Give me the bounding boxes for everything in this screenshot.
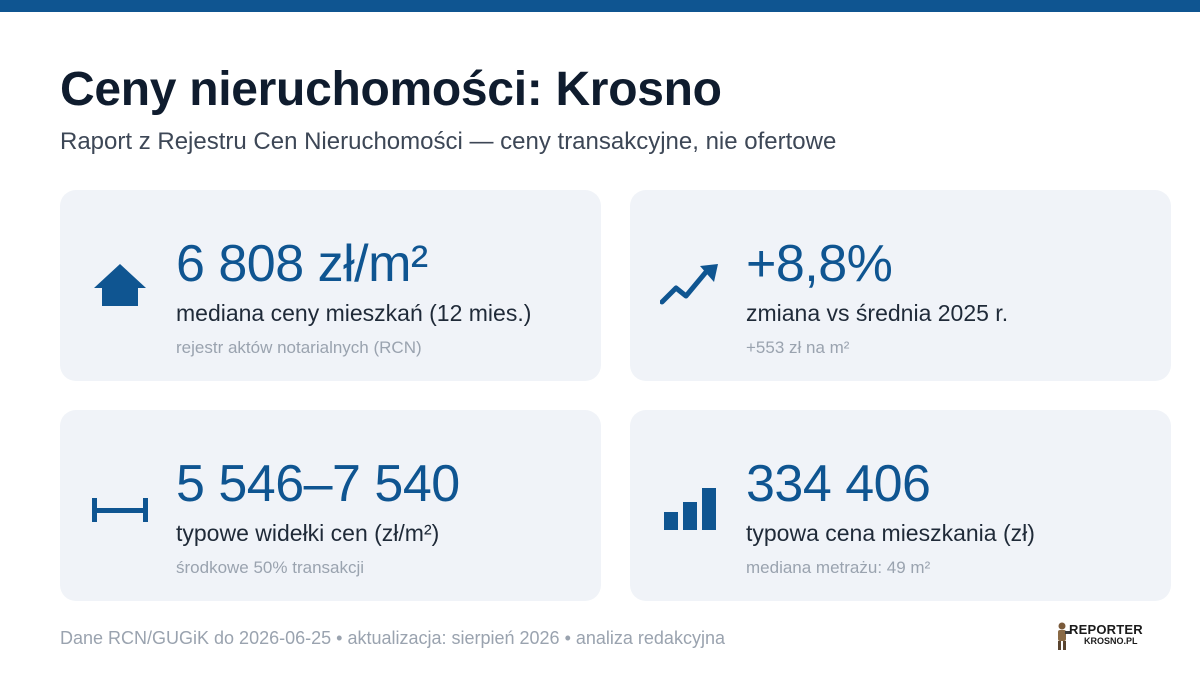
stat-note: mediana metrażu: 49 m² bbox=[746, 558, 931, 577]
footer-source: Dane RCN/GUGiK do 2026-06-25 • aktualiza… bbox=[60, 628, 725, 648]
stat-card-median-price: 6 808 zł/m² mediana ceny mieszkań (12 mi… bbox=[60, 190, 601, 381]
range-icon bbox=[90, 478, 150, 538]
page-subtitle: Raport z Rejestru Cen Nieruchomości — ce… bbox=[60, 128, 837, 155]
stat-label: typowe widełki cen (zł/m²) bbox=[176, 520, 440, 546]
stat-value: +8,8% bbox=[746, 235, 893, 293]
stat-value: 6 808 zł/m² bbox=[176, 235, 428, 293]
stat-card-price-range: 5 546–7 540 typowe widełki cen (zł/m²) ś… bbox=[60, 410, 601, 601]
house-icon bbox=[90, 258, 150, 318]
reporter-logo[interactable]: REPORTER KROSNO.PL bbox=[1054, 620, 1146, 652]
page-title: Ceny nieruchomości: Krosno bbox=[60, 63, 722, 116]
logo-subtext: KROSNO.PL bbox=[1084, 636, 1138, 646]
stat-note: rejestr aktów notarialnych (RCN) bbox=[176, 338, 422, 357]
stat-value: 5 546–7 540 bbox=[176, 455, 460, 513]
reporter-figure-icon bbox=[1054, 620, 1072, 652]
stat-card-change: +8,8% zmiana vs średnia 2025 r. +553 zł … bbox=[630, 190, 1171, 381]
stat-label: mediana ceny mieszkań (12 mies.) bbox=[176, 300, 532, 326]
stat-card-typical-price: 334 406 typowa cena mieszkania (zł) medi… bbox=[630, 410, 1171, 601]
trend-up-icon bbox=[660, 258, 720, 318]
bar-chart-icon bbox=[660, 478, 720, 538]
stat-value: 334 406 bbox=[746, 455, 931, 513]
logo-text: REPORTER bbox=[1069, 622, 1143, 637]
stat-note: środkowe 50% transakcji bbox=[176, 558, 365, 577]
stat-label: zmiana vs średnia 2025 r. bbox=[746, 300, 1009, 326]
top-accent-bar bbox=[0, 0, 1200, 12]
stat-label: typowa cena mieszkania (zł) bbox=[746, 520, 1035, 546]
stat-note: +553 zł na m² bbox=[746, 338, 850, 357]
